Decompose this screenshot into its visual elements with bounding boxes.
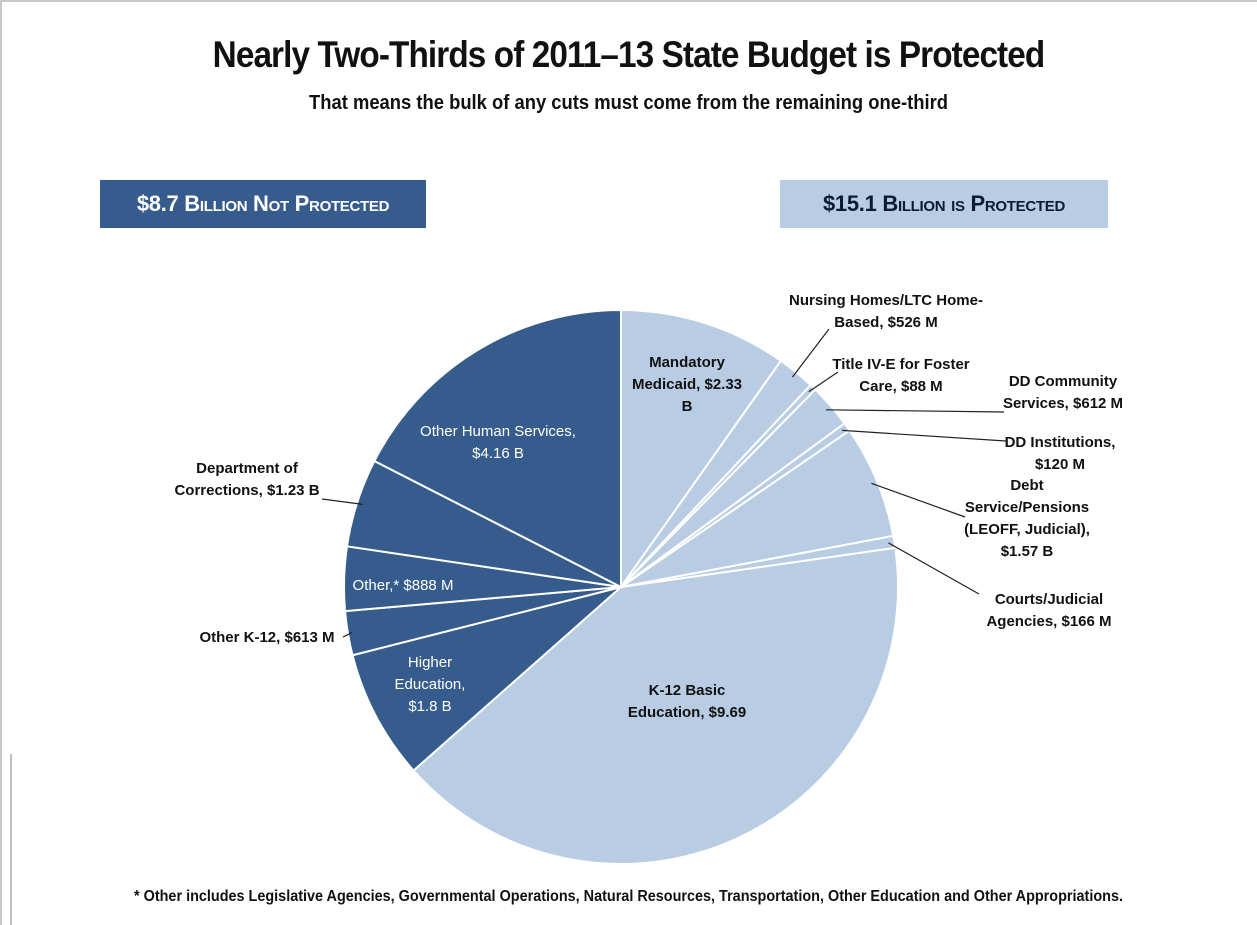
pie-slice	[351, 586, 622, 772]
leader-line	[808, 371, 839, 393]
chart-title: Nearly Two-Thirds of 2011–13 State Budge…	[212, 34, 1046, 75]
slice-label: DD Institutions, $120 M	[1005, 434, 1116, 473]
slice-label: Other Human Services, $4.16 B	[420, 423, 576, 462]
leader-line	[842, 429, 1007, 442]
leader-lines	[321, 328, 1007, 638]
chart-subtitle: That means the bulk of any cuts must com…	[309, 92, 948, 114]
leader-line	[342, 632, 353, 638]
slice-label: Higher Education, $1.8 B	[395, 654, 466, 715]
pie-slice	[412, 546, 899, 865]
slice-label: Debt Service/Pensions (LEOFF, Judicial), $1…	[964, 477, 1090, 560]
pie-slice	[620, 308, 783, 591]
slice-label: Other K-12, $613 M	[199, 629, 334, 646]
protected-badge: $15.1 Billion is Protected	[780, 180, 1108, 228]
leader-line	[888, 542, 980, 595]
slice-label: Other,* $888 M	[353, 577, 454, 594]
slice-label: K-12 Basic Education, $9.69	[628, 682, 746, 721]
slice-label: Department of Corrections, $1.23 B	[174, 460, 319, 499]
slice-label: Courts/Judicial Agencies, $166 M	[986, 591, 1111, 630]
pie-slices	[343, 308, 899, 865]
slice-label: Title IV-E for Foster Care, $88 M	[832, 356, 969, 395]
frame-bottom-left-border	[10, 754, 12, 925]
slice-label: Mandatory Medicaid, $2.33 B	[632, 354, 742, 415]
leader-line	[791, 328, 830, 378]
frame-left-border	[0, 0, 2, 925]
not-protected-badge: $8.7 Billion Not Protected	[100, 180, 426, 228]
leader-line	[826, 409, 1005, 413]
slice-label: DD Community Services, $612 M	[1003, 373, 1123, 412]
leader-line	[321, 498, 363, 505]
slice-labels: Mandatory Medicaid, $2.33 B Nursing Homes/L…	[174, 292, 1123, 721]
frame-top-border	[0, 0, 1257, 2]
slice-label: Nursing Homes/LTC Home-Based, $526 M	[789, 292, 983, 331]
footnote: * Other includes Legislative Agencies, G…	[134, 888, 1123, 905]
pie-slice	[372, 308, 622, 589]
leader-line	[871, 482, 966, 518]
